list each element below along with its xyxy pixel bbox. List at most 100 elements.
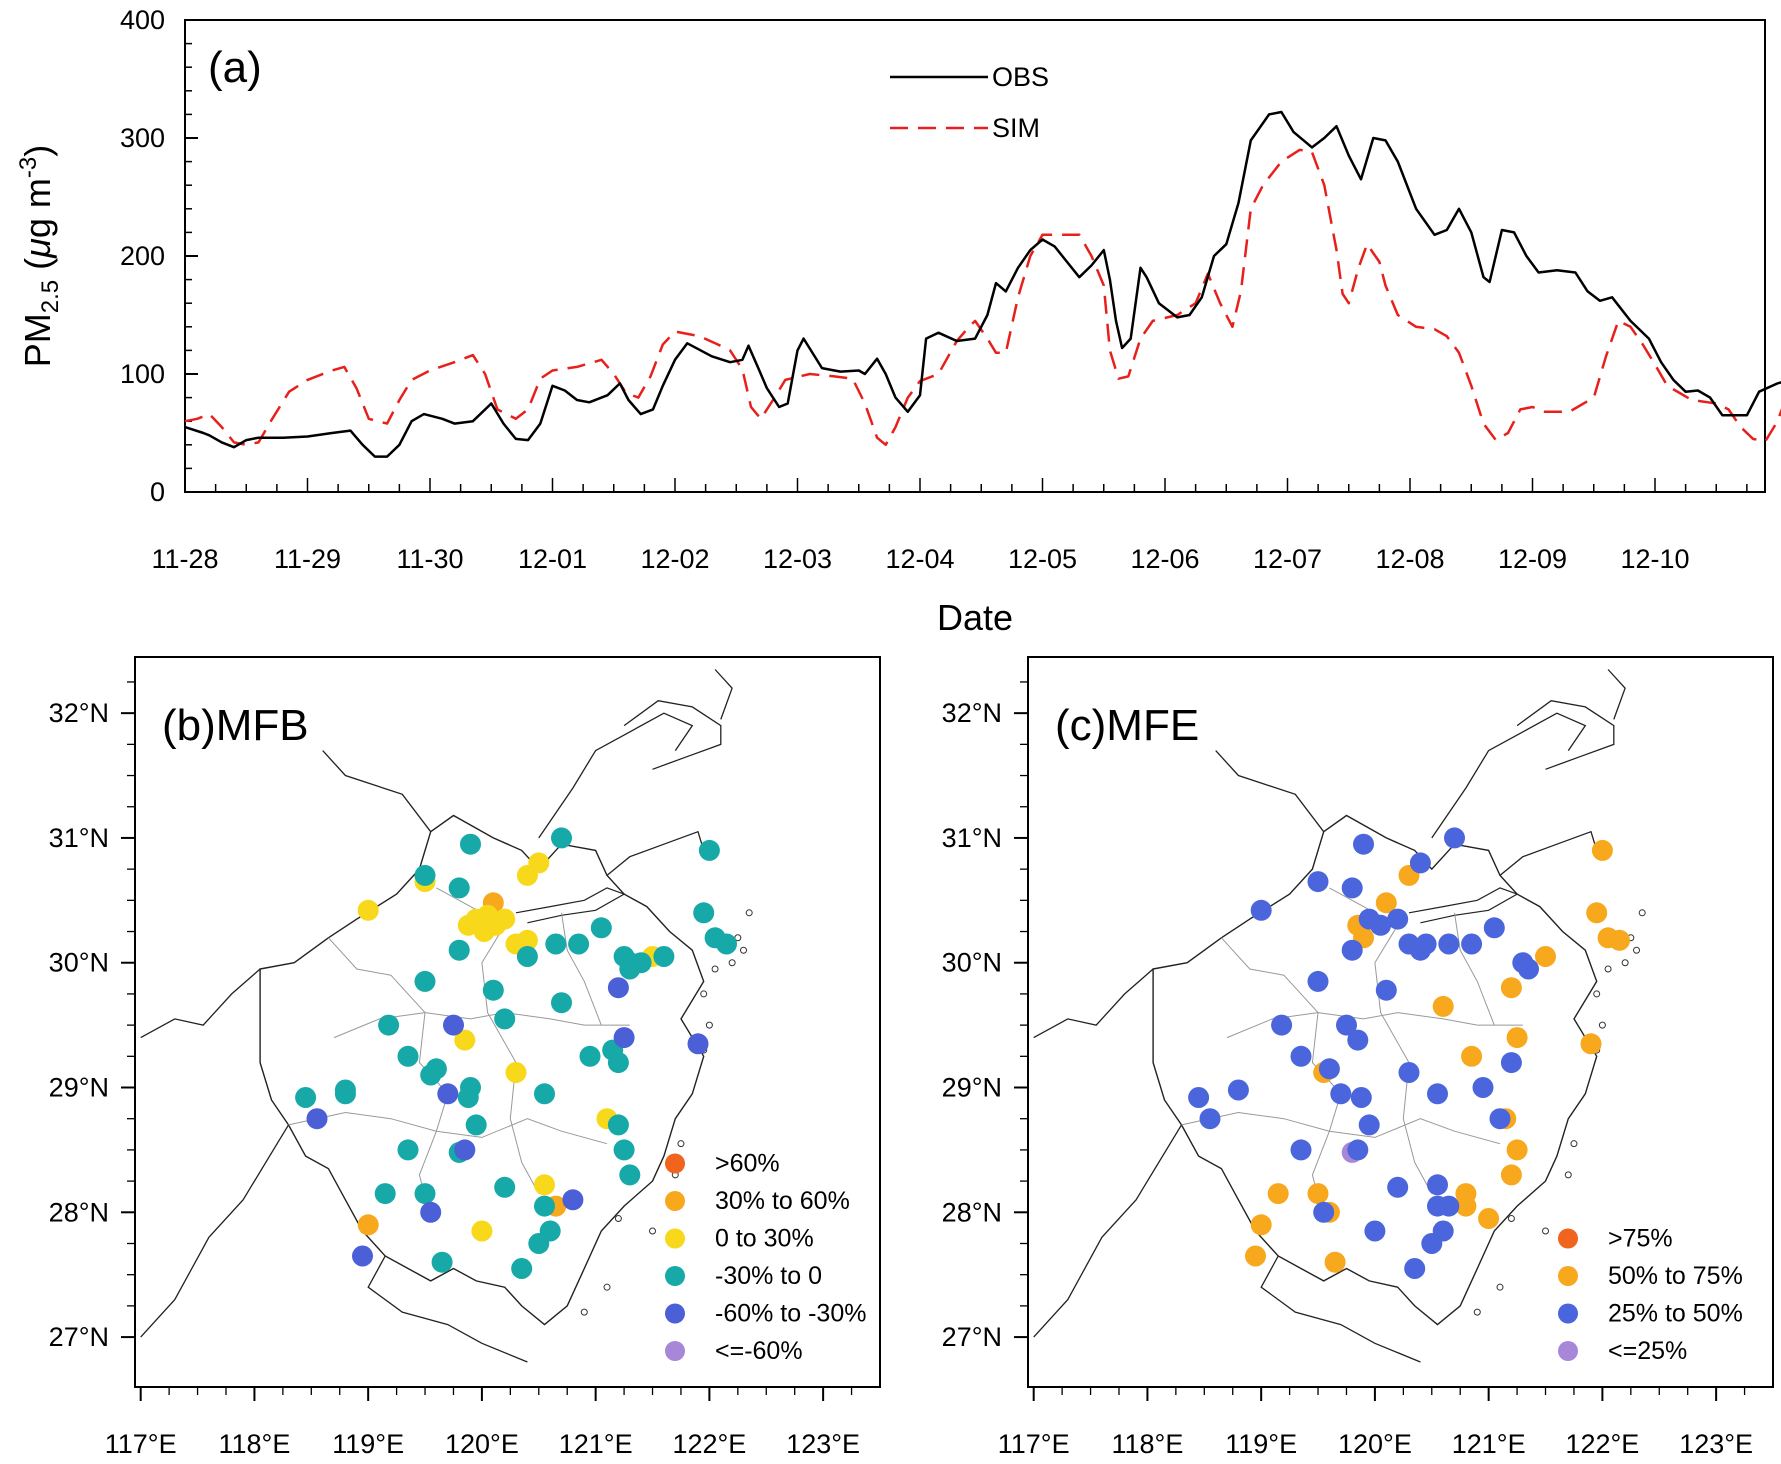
site-point xyxy=(1324,1251,1346,1273)
site-point xyxy=(1506,1027,1528,1049)
island-outline xyxy=(1598,1021,1606,1029)
legend-marker xyxy=(665,1191,685,1211)
island-outline xyxy=(705,1021,713,1029)
boundary-line xyxy=(1215,750,1325,833)
site-point xyxy=(1421,1233,1443,1254)
x-tick-label: 12-10 xyxy=(1620,544,1689,574)
province-outline xyxy=(1152,814,1598,1326)
site-point xyxy=(1245,1245,1266,1267)
site-point xyxy=(420,1201,442,1223)
site-point xyxy=(1364,1220,1386,1242)
timeseries-x-title: Date xyxy=(937,597,1013,638)
x-tick-label: 12-05 xyxy=(1008,544,1077,574)
lat-tick-label: 27°N xyxy=(942,1322,1002,1352)
lon-tick-label: 121°E xyxy=(559,1429,633,1459)
bay-outline xyxy=(1408,887,1519,924)
site-point xyxy=(1404,1258,1426,1279)
site-point xyxy=(1518,958,1539,980)
site-point xyxy=(1341,939,1363,961)
site-point xyxy=(545,933,567,955)
site-point xyxy=(460,833,481,855)
series-line-sim xyxy=(184,148,1781,447)
x-tick-label: 12-02 xyxy=(640,544,709,574)
x-tick-label: 12-08 xyxy=(1375,544,1444,574)
site-point xyxy=(551,827,572,849)
site-point xyxy=(1461,933,1483,955)
island-outline xyxy=(728,959,736,967)
lon-tick-label: 122°E xyxy=(1565,1429,1639,1459)
site-point xyxy=(448,939,470,961)
timeseries-x-axis: 11-28 11-29 11-30 12-01 12-02 12-03 12-04 12-05… xyxy=(151,478,1748,574)
boundary-line xyxy=(140,968,261,1039)
site-point xyxy=(1472,1077,1494,1098)
site-point xyxy=(1375,979,1397,1001)
site-point xyxy=(357,899,379,921)
lon-tick-label: 123°E xyxy=(786,1429,860,1459)
province-boundary xyxy=(1181,1111,1501,1145)
site-point xyxy=(420,1064,442,1086)
x-tick-label: 12-09 xyxy=(1498,544,1567,574)
site-point xyxy=(471,1220,493,1242)
boundary-line xyxy=(538,712,694,839)
map-panel-mfb: 117°E 118°E 119°E 120°E 121°E 122°E 123°E 27°N 2… xyxy=(49,656,881,1459)
site-point xyxy=(505,1062,527,1083)
map-panel-label-mfb: (b)MFB xyxy=(162,701,309,750)
site-point xyxy=(698,839,720,861)
boundary-line xyxy=(606,830,705,876)
timeseries-series xyxy=(184,110,1781,458)
site-point xyxy=(1478,1208,1500,1229)
map-frame-mfb xyxy=(134,656,881,1388)
site-point xyxy=(1336,1014,1357,1036)
site-point xyxy=(414,864,436,886)
site-point xyxy=(1353,833,1374,855)
site-point xyxy=(1313,1201,1335,1223)
site-point xyxy=(414,970,436,992)
legend-marker xyxy=(1558,1228,1578,1249)
lat-tick-label: 30°N xyxy=(49,948,109,978)
y-tick-label: 300 xyxy=(120,123,165,153)
site-point xyxy=(494,1176,516,1198)
site-point xyxy=(1461,1045,1483,1067)
province-boundary xyxy=(1374,925,1433,1194)
site-point xyxy=(1290,1045,1312,1067)
site-point xyxy=(568,933,590,955)
boundary-line xyxy=(1431,712,1587,839)
site-point xyxy=(511,1258,533,1279)
timeseries-legend: OBS SIM xyxy=(890,62,1049,143)
lat-tick-label: 32°N xyxy=(942,698,1002,728)
lon-tick-label: 119°E xyxy=(1225,1429,1297,1459)
timeseries-frame xyxy=(184,19,1766,493)
site-point xyxy=(1387,908,1409,930)
site-point xyxy=(619,1164,641,1186)
site-point xyxy=(1535,946,1556,967)
timeseries-y-title: PM2.5 (μg m-3) xyxy=(15,145,64,367)
site-point xyxy=(516,946,538,967)
map-panel-label-mfe: (c)MFE xyxy=(1055,701,1199,750)
legend-marker xyxy=(665,1303,685,1324)
island-outline xyxy=(677,1140,685,1148)
lon-tick-label: 117°E xyxy=(998,1429,1070,1459)
boundary-line xyxy=(1499,830,1598,876)
province-boundary xyxy=(1311,1012,1342,1219)
site-point xyxy=(607,1114,629,1136)
legend-label: <=-60% xyxy=(715,1337,803,1365)
legend-label: 0 to 30% xyxy=(715,1225,814,1253)
lon-tick-label: 119°E xyxy=(332,1429,404,1459)
site-point xyxy=(454,1139,476,1161)
map-panel-mfe: 117°E 118°E 119°E 120°E 121°E 122°E 123°E 27°N 2… xyxy=(942,656,1774,1459)
legend-label: 25% to 50% xyxy=(1608,1300,1743,1328)
site-point xyxy=(613,1027,635,1049)
x-tick-label: 11-30 xyxy=(396,544,463,574)
x-tick-label: 12-03 xyxy=(763,544,832,574)
site-point xyxy=(1199,1108,1221,1130)
lat-tick-label: 27°N xyxy=(49,1322,109,1352)
site-point xyxy=(534,1195,555,1217)
island-outline xyxy=(1638,909,1646,917)
x-tick-label: 11-29 xyxy=(274,544,341,574)
lat-tick-label: 32°N xyxy=(49,698,109,728)
lon-tick-label: 118°E xyxy=(1111,1429,1183,1459)
site-point xyxy=(494,1008,516,1030)
site-point xyxy=(1387,1176,1409,1198)
boundary-line xyxy=(1516,700,1615,770)
province-boundary xyxy=(1454,912,1495,1026)
